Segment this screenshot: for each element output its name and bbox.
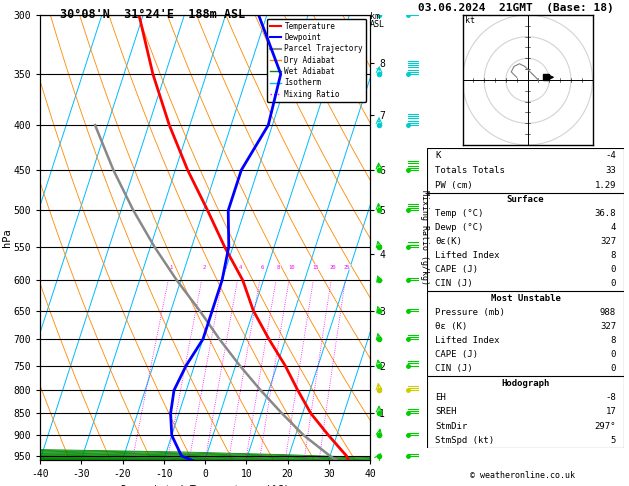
Text: θε (K): θε (K) [435, 322, 467, 331]
Text: 1: 1 [169, 265, 172, 270]
Y-axis label: Mixing Ratio (g/kg): Mixing Ratio (g/kg) [420, 190, 428, 285]
Text: Totals Totals: Totals Totals [435, 166, 504, 175]
Text: 8: 8 [611, 336, 616, 345]
Text: 1.29: 1.29 [594, 181, 616, 190]
Text: 4: 4 [611, 223, 616, 232]
Text: CIN (J): CIN (J) [435, 364, 472, 373]
Text: 8: 8 [611, 251, 616, 260]
Text: 36.8: 36.8 [594, 209, 616, 218]
Text: 327: 327 [600, 237, 616, 246]
Text: 2: 2 [203, 265, 206, 270]
Legend: Temperature, Dewpoint, Parcel Trajectory, Dry Adiabat, Wet Adiabat, Isotherm, Mi: Temperature, Dewpoint, Parcel Trajectory… [267, 19, 366, 102]
Text: Temp (°C): Temp (°C) [435, 209, 483, 218]
Text: Pressure (mb): Pressure (mb) [435, 308, 504, 317]
Text: 33: 33 [605, 166, 616, 175]
Text: SREH: SREH [435, 407, 457, 416]
Text: 03.06.2024  21GMT  (Base: 18): 03.06.2024 21GMT (Base: 18) [418, 3, 614, 13]
Text: StmDir: StmDir [435, 421, 467, 431]
Y-axis label: hPa: hPa [2, 228, 12, 247]
Text: θε(K): θε(K) [435, 237, 462, 246]
Text: Hodograph: Hodograph [501, 379, 550, 388]
Text: 0: 0 [611, 279, 616, 289]
Text: 0: 0 [611, 364, 616, 373]
Text: Dewp (°C): Dewp (°C) [435, 223, 483, 232]
Text: 20: 20 [330, 265, 337, 270]
Text: PW (cm): PW (cm) [435, 181, 472, 190]
X-axis label: Dewpoint / Temperature (°C): Dewpoint / Temperature (°C) [121, 485, 289, 486]
Text: 8: 8 [277, 265, 280, 270]
Text: © weatheronline.co.uk: © weatheronline.co.uk [469, 471, 574, 480]
Text: StmSpd (kt): StmSpd (kt) [435, 436, 494, 445]
Text: CIN (J): CIN (J) [435, 279, 472, 289]
Text: K: K [435, 151, 440, 160]
Text: 15: 15 [312, 265, 319, 270]
Text: km: km [370, 12, 380, 21]
Text: Most Unstable: Most Unstable [491, 294, 560, 303]
Text: 17: 17 [605, 407, 616, 416]
Text: Lifted Index: Lifted Index [435, 251, 499, 260]
Text: 10: 10 [288, 265, 294, 270]
Text: 297°: 297° [594, 421, 616, 431]
Text: Surface: Surface [507, 195, 544, 204]
Text: -8: -8 [605, 393, 616, 402]
Text: 3: 3 [223, 265, 226, 270]
Text: CAPE (J): CAPE (J) [435, 350, 478, 359]
Text: 5: 5 [611, 436, 616, 445]
Text: 988: 988 [600, 308, 616, 317]
Text: CAPE (J): CAPE (J) [435, 265, 478, 275]
Text: 327: 327 [600, 322, 616, 331]
Text: -4: -4 [605, 151, 616, 160]
Text: 4: 4 [238, 265, 242, 270]
Text: 0: 0 [611, 265, 616, 275]
Text: Lifted Index: Lifted Index [435, 336, 499, 345]
Text: ASL: ASL [370, 20, 385, 29]
Text: 6: 6 [260, 265, 264, 270]
Text: 25: 25 [344, 265, 350, 270]
Text: kt: kt [465, 16, 475, 25]
Text: EH: EH [435, 393, 445, 402]
Text: 0: 0 [611, 350, 616, 359]
Text: 30°08'N  31°24'E  188m ASL: 30°08'N 31°24'E 188m ASL [60, 8, 245, 21]
